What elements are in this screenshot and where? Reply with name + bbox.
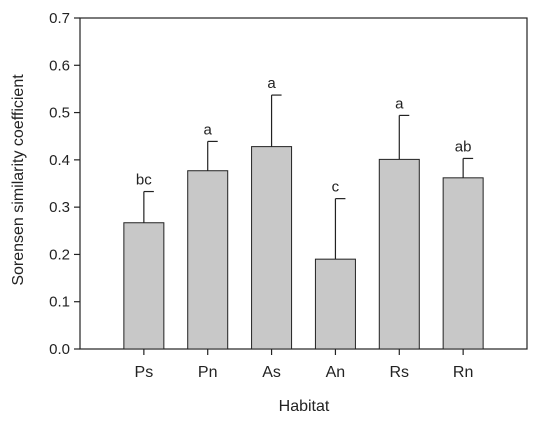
bar-rs bbox=[378, 158, 420, 350]
x-tick-label: Pn bbox=[198, 364, 218, 381]
significance-labels: bc a a c a ab bbox=[136, 75, 472, 196]
x-axis: Ps Pn As An Rs Rn bbox=[135, 349, 473, 381]
error-bars bbox=[143, 94, 474, 260]
y-tick-label: 0.2 bbox=[49, 246, 70, 263]
y-axis: 0.0 0.1 0.2 0.3 0.4 0.5 0.6 0.7 bbox=[49, 10, 80, 358]
error-bar-an bbox=[334, 198, 346, 260]
significance-label-as: a bbox=[267, 75, 276, 92]
significance-label-an: c bbox=[332, 179, 340, 196]
x-axis-label: Habitat bbox=[279, 398, 330, 415]
significance-label-rn: ab bbox=[455, 138, 472, 155]
significance-label-pn: a bbox=[204, 121, 213, 138]
y-tick-label: 0.0 bbox=[49, 341, 70, 358]
x-tick-label: Rs bbox=[390, 364, 410, 381]
plot-border bbox=[79, 17, 528, 350]
x-tick-label: As bbox=[262, 364, 281, 381]
y-tick-label: 0.1 bbox=[49, 294, 70, 311]
x-tick-label: Rn bbox=[453, 364, 473, 381]
y-tick-label: 0.7 bbox=[49, 10, 70, 27]
y-tick-label: 0.4 bbox=[49, 152, 70, 169]
y-tick-label: 0.5 bbox=[49, 105, 70, 122]
error-bar-ps bbox=[143, 190, 154, 223]
error-bar-pn bbox=[207, 140, 218, 171]
y-axis-label: Sorensen similarity coefficient bbox=[10, 74, 27, 286]
error-bar-rn bbox=[462, 157, 474, 178]
significance-label-rs: a bbox=[395, 95, 404, 112]
x-tick-label: Ps bbox=[135, 364, 154, 381]
y-tick-label: 0.3 bbox=[49, 199, 70, 216]
significance-label-ps: bc bbox=[136, 172, 152, 189]
bar-ps bbox=[123, 222, 165, 350]
bar-as bbox=[251, 146, 293, 350]
bar-rn bbox=[442, 177, 484, 350]
bar-an bbox=[314, 258, 356, 350]
plot-frame bbox=[79, 17, 528, 350]
y-tick-label: 0.6 bbox=[49, 57, 70, 74]
x-tick-label: An bbox=[326, 364, 346, 381]
error-bar-as bbox=[270, 94, 282, 147]
bars bbox=[123, 146, 484, 350]
error-bar-rs bbox=[398, 114, 410, 160]
bar-pn bbox=[187, 170, 229, 350]
